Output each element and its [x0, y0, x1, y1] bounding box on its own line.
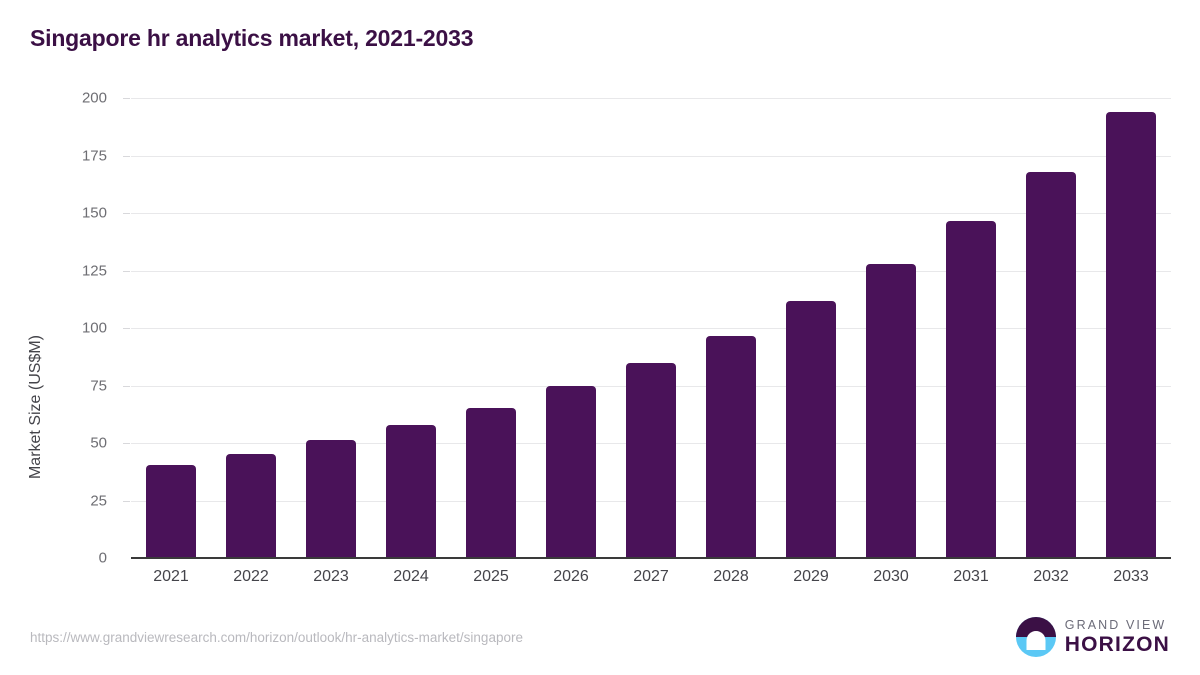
x-tick-slot: 2029	[771, 568, 851, 586]
bar-slot	[1091, 98, 1171, 558]
y-tick-mark	[123, 98, 130, 99]
y-tick-mark	[123, 213, 130, 214]
y-axis-title: Market Size (US$M)	[27, 334, 44, 480]
x-tick-slot: 2027	[611, 568, 691, 586]
gridline	[131, 98, 1171, 99]
bar-slot	[531, 98, 611, 558]
x-tick-slot: 2025	[451, 568, 531, 586]
bar-2027[interactable]	[626, 362, 676, 558]
x-tick-label: 2023	[313, 568, 349, 585]
x-tick-slot: 2031	[931, 568, 1011, 586]
gridline	[131, 270, 1171, 272]
bar-2032[interactable]	[1026, 171, 1076, 558]
bar-slot	[131, 98, 211, 558]
y-tick-mark	[123, 270, 130, 272]
bar-slot	[211, 98, 291, 558]
x-tick-label: 2031	[953, 568, 989, 585]
x-tick-label: 2021	[153, 568, 189, 585]
x-tick-slot: 2028	[691, 568, 771, 586]
bar-2026[interactable]	[546, 385, 596, 558]
y-tick-label: 0	[98, 549, 107, 567]
bar-slot	[371, 98, 451, 558]
y-tick-label: 25	[90, 492, 107, 509]
x-tick-slot: 2030	[851, 568, 931, 586]
page-title: Singapore hr analytics market, 2021-2033	[30, 25, 474, 51]
bar-slot	[851, 98, 931, 558]
bar-slot	[691, 98, 771, 558]
bar-slot	[291, 98, 371, 558]
bar-2021[interactable]	[146, 465, 196, 558]
bar-slot	[611, 98, 691, 558]
y-tick-mark	[123, 328, 130, 329]
gridline	[131, 213, 1171, 214]
x-tick-label: 2026	[553, 568, 589, 585]
x-tick-slot: 2023	[291, 568, 371, 586]
x-tick-label: 2027	[633, 568, 669, 585]
x-tick-label: 2032	[1033, 568, 1069, 585]
x-axis-labels: 2021 2022 2023 2024 2025 2026 2027 2028 2029 2030…	[131, 568, 1171, 586]
bar-2033[interactable]	[1106, 111, 1156, 558]
bar-2024[interactable]	[386, 425, 436, 558]
y-axis-labels: Market Size (US$M) 0 25 50 75 100 125 150 175 20…	[0, 90, 120, 567]
brand-name-secondary: HORIZON	[1064, 633, 1170, 657]
y-tick-mark	[123, 385, 130, 387]
x-tick-label: 2033	[1113, 568, 1149, 585]
bar-slot	[931, 98, 1011, 558]
y-tick-mark	[123, 443, 130, 444]
x-tick-label: 2025	[473, 568, 509, 585]
y-tick-label: 75	[90, 377, 107, 394]
bar-slot	[451, 98, 531, 558]
bar-2028[interactable]	[706, 336, 756, 558]
x-tick-label: 2029	[793, 568, 829, 585]
plot-area	[123, 98, 1171, 559]
x-tick-label: 2024	[393, 568, 429, 585]
x-tick-label: 2022	[233, 568, 269, 585]
gridline	[131, 155, 1171, 157]
y-tick-label: 175	[81, 147, 107, 164]
x-tick-slot: 2026	[531, 568, 611, 586]
x-tick-slot: 2032	[1011, 568, 1091, 586]
bar-2025[interactable]	[466, 408, 516, 558]
y-tick-label: 50	[90, 434, 107, 452]
bar-slot	[771, 98, 851, 558]
x-tick-slot: 2033	[1091, 568, 1171, 586]
x-axis-line	[131, 557, 1171, 559]
y-tick-mark	[123, 500, 130, 502]
brand-logo: GRAND VIEW HORIZON	[1015, 617, 1170, 657]
bar-series	[131, 98, 1171, 558]
x-tick-label: 2030	[873, 568, 909, 585]
bar-2029[interactable]	[786, 301, 836, 558]
y-tick-mark	[123, 155, 130, 157]
bar-2030[interactable]	[866, 263, 916, 558]
brand-logo-text: GRAND VIEW HORIZON	[1065, 619, 1170, 656]
bar-2022[interactable]	[226, 454, 276, 558]
horizon-circle-icon	[1015, 617, 1056, 657]
y-tick-label: 125	[81, 262, 107, 279]
bar-2031[interactable]	[946, 221, 996, 558]
x-tick-slot: 2022	[211, 568, 291, 586]
x-tick-slot: 2021	[131, 568, 211, 586]
bar-slot	[1011, 98, 1091, 558]
source-url[interactable]: https://www.grandviewresearch.com/horizo…	[30, 630, 523, 645]
x-tick-slot: 2024	[371, 568, 451, 586]
brand-name-primary: GRAND VIEW	[1064, 617, 1167, 632]
y-tick-label: 100	[81, 319, 107, 337]
y-tick-label: 150	[81, 204, 107, 222]
y-tick-label: 200	[81, 89, 107, 107]
gridline	[131, 328, 1171, 329]
bar-2023[interactable]	[306, 440, 356, 558]
x-tick-label: 2028	[713, 568, 749, 585]
